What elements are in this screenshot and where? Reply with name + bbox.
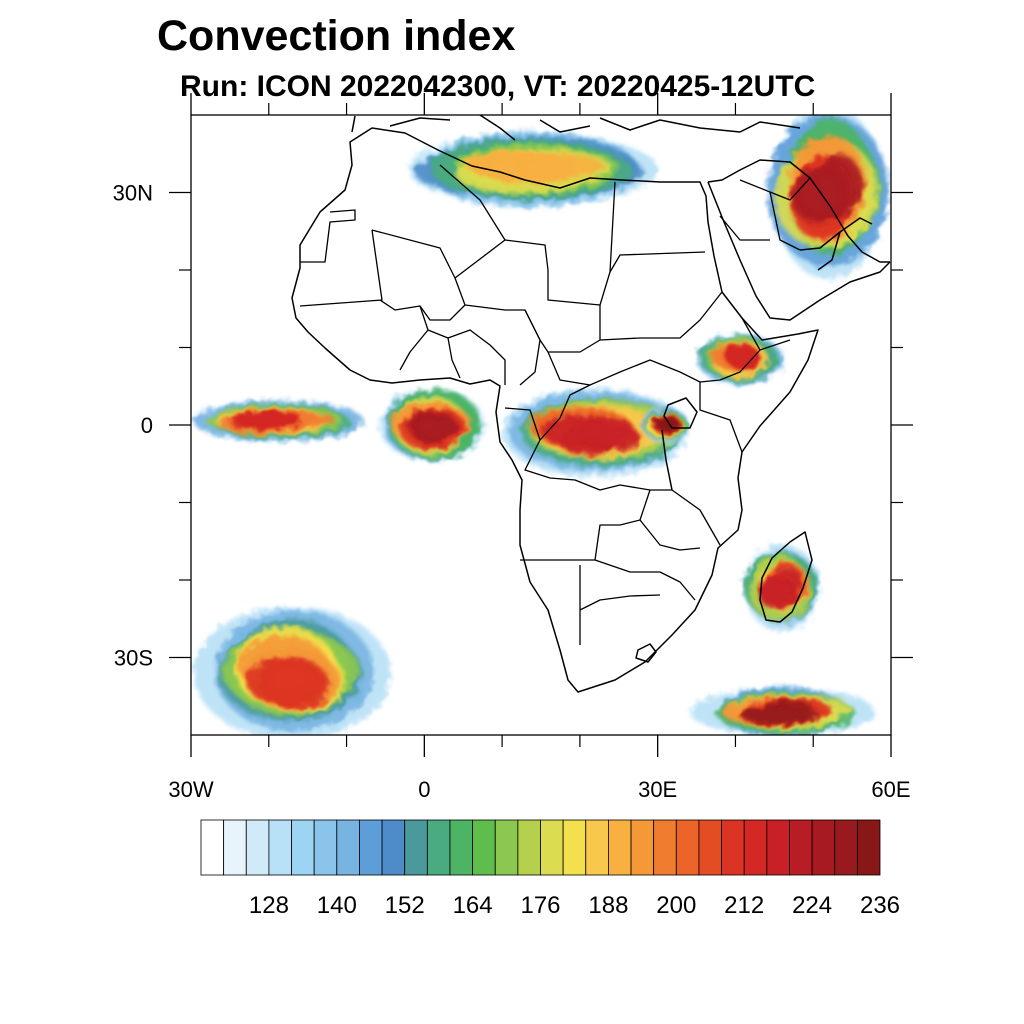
colorbar-swatch — [766, 819, 790, 876]
colorbar-swatch — [336, 819, 360, 876]
y-tick-label: 30N — [113, 181, 153, 206]
coastlines-and-borders — [291, 115, 891, 693]
convection-cell — [378, 389, 486, 461]
colorbar-swatch — [472, 819, 496, 876]
colorbar-swatch — [200, 819, 225, 876]
x-tick-label: 30W — [168, 777, 213, 802]
convection-field — [193, 115, 889, 735]
colorbar-label: 164 — [453, 892, 493, 919]
colorbar-swatch — [675, 819, 700, 876]
map-title: Convection index — [157, 12, 516, 60]
convection-cell — [193, 606, 391, 735]
colorbar-swatch — [359, 819, 383, 876]
colorbar-swatch — [381, 819, 406, 876]
africa-coastline — [291, 127, 819, 693]
colorbar-swatch — [698, 819, 722, 876]
convection-contour — [231, 411, 301, 427]
colorbar-swatch — [268, 819, 292, 876]
colorbar: 128 140 152 164 176 188 200 212 224 236 — [200, 819, 900, 919]
convection-contour — [575, 416, 634, 444]
y-tick-label: 0 — [141, 413, 153, 438]
colorbar-swatch — [585, 819, 609, 876]
convection-cell — [193, 400, 364, 441]
convection-cell — [697, 333, 784, 386]
convection-cell — [767, 115, 889, 280]
colorbar-label: 128 — [249, 892, 289, 919]
country-borders — [299, 164, 811, 645]
convection-contour — [743, 708, 801, 725]
colorbar-swatch — [291, 819, 315, 876]
colorbar-swatch — [789, 819, 813, 876]
convection-cell — [642, 406, 688, 444]
colorbar-label: 188 — [588, 892, 628, 919]
colorbar-label: 140 — [317, 892, 357, 919]
colorbar-label: 176 — [520, 892, 560, 919]
convection-contour — [414, 416, 459, 441]
colorbar-label: 224 — [792, 892, 832, 919]
colorbar-swatch — [313, 819, 338, 876]
colorbar-label: 212 — [724, 892, 764, 919]
y-tick-label: 30S — [114, 646, 153, 671]
colorbar-swatch — [834, 819, 858, 876]
convection-contour — [799, 169, 846, 216]
colorbar-label: 152 — [385, 892, 425, 919]
colorbar-swatch — [223, 819, 247, 876]
colorbar-label: 200 — [656, 892, 696, 919]
colorbar-swatch — [653, 819, 677, 876]
convection-contour — [471, 152, 568, 179]
lesotho-border — [635, 643, 657, 663]
convection-cell — [689, 687, 875, 735]
convection-contour — [726, 342, 755, 365]
colorbar-swatch — [404, 819, 428, 876]
caspian-gulf-coastline — [799, 217, 873, 271]
colorbar-swatch — [811, 819, 836, 876]
colorbar-swatch — [562, 819, 587, 876]
madagascar-coastline — [759, 531, 813, 623]
map-axes: 30W 0 30E 60E 30N 0 30S — [113, 93, 913, 802]
colorbar-swatch — [426, 819, 451, 876]
colorbar-swatch — [630, 819, 655, 876]
colorbar-swatch — [245, 819, 270, 876]
colorbar-swatch — [540, 819, 564, 876]
colorbar-label: 236 — [860, 892, 900, 919]
x-tick-label: 0 — [418, 777, 430, 802]
x-tick-label: 60E — [871, 777, 910, 802]
convection-cell — [744, 543, 820, 632]
colorbar-swatch — [517, 819, 541, 876]
convection-cell — [408, 131, 659, 208]
colorbar-swatch — [449, 819, 474, 876]
convection-contour — [759, 577, 789, 609]
map-subtitle: Run: ICON 2022042300, VT: 20220425-12UTC — [180, 70, 816, 103]
convection-contour — [258, 657, 321, 706]
colorbar-swatch — [494, 819, 519, 876]
colorbar-swatch — [856, 819, 881, 876]
europe-coastline — [351, 115, 801, 141]
colorbar-swatch — [743, 819, 768, 876]
colorbar-swatch — [608, 819, 632, 876]
lake-tanganyika — [661, 429, 673, 491]
colorbar-swatch — [721, 819, 745, 876]
lake-victoria — [663, 397, 698, 429]
x-tick-label: 30E — [638, 777, 677, 802]
